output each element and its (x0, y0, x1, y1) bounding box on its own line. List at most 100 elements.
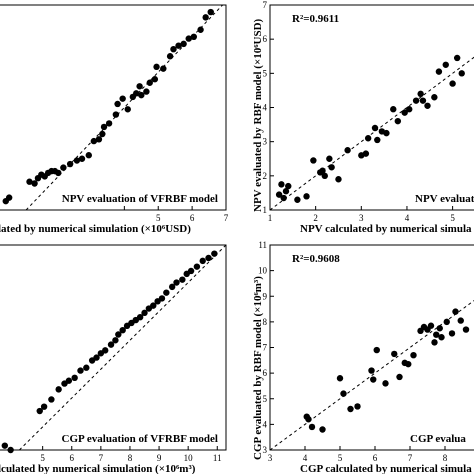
data-point (319, 167, 326, 174)
data-point (364, 135, 372, 142)
data-point (436, 325, 443, 332)
x-tick-label: 3 (268, 453, 273, 463)
data-point (336, 375, 344, 382)
data-point (146, 79, 153, 86)
data-point (5, 194, 13, 201)
data-point (205, 254, 212, 262)
data-point (344, 147, 351, 154)
data-point (100, 123, 108, 131)
scatter-points (2, 8, 214, 205)
data-point (151, 76, 159, 83)
data-point (396, 373, 403, 381)
data-point (55, 386, 62, 393)
y-axis-ticks: 1 2 3 4 5 6 7 (263, 0, 274, 215)
x-axis-ticks: 5 6 7 8 9 10 11 (40, 446, 222, 463)
x-tick-label: 5 (450, 213, 455, 223)
data-point (160, 65, 167, 72)
panel-cgp-vfrbf: 5 6 7 8 9 10 11 CGP evaluation of VFRBF model … (0, 244, 227, 474)
y-tick-label: 7 (263, 0, 268, 10)
data-point (370, 376, 377, 383)
data-point (452, 308, 459, 315)
data-point (60, 164, 67, 171)
data-point (278, 181, 285, 188)
data-point (107, 341, 115, 348)
data-point (99, 130, 106, 138)
data-point (275, 191, 283, 198)
data-point (431, 339, 438, 346)
y-tick-label: 1 (263, 205, 268, 215)
x-tick-label: 6 (70, 453, 75, 463)
panel-npv-vfrbf: 5 6 7 NPV evaluation of VFRBF model lated … (0, 4, 229, 235)
data-point (143, 88, 150, 95)
y-tick-label: 5 (263, 394, 268, 404)
data-point (199, 257, 206, 265)
data-point (93, 354, 100, 361)
scatter-points (303, 308, 470, 433)
data-point (391, 350, 398, 358)
data-point (371, 124, 379, 132)
data-point (119, 326, 126, 334)
x-tick-label: 5 (338, 453, 343, 463)
data-point (462, 326, 470, 333)
data-point (319, 426, 326, 433)
data-point (197, 26, 204, 33)
data-point (55, 169, 62, 177)
y-tick-label: 8 (263, 317, 268, 327)
x-tick-label: 2 (313, 213, 318, 223)
data-point (328, 164, 335, 171)
data-point (114, 100, 121, 108)
data-point (448, 330, 456, 337)
data-point (442, 61, 449, 68)
data-point (73, 157, 81, 164)
x-tick-label: 8 (443, 453, 448, 463)
data-point (303, 193, 310, 200)
data-point (406, 106, 413, 113)
data-point (340, 390, 347, 397)
data-point (207, 8, 214, 16)
y-axis-ticks: 3 4 5 6 7 8 9 10 11 (258, 240, 274, 455)
data-point (405, 360, 412, 368)
y-tick-label: 2 (263, 171, 268, 181)
data-point (424, 102, 431, 109)
y-axis-label: CGP evaluated by RBF model (×10⁶m³) (252, 276, 264, 460)
x-axis-ticks: 5 6 7 (123, 206, 229, 223)
data-point (417, 90, 424, 98)
data-point (443, 318, 450, 326)
data-point (374, 136, 381, 144)
x-axis-label: lculated by numerical simulation (×10⁶m³… (0, 463, 196, 474)
data-point (433, 331, 440, 338)
y-tick-label: 3 (263, 445, 268, 455)
data-point (31, 180, 38, 187)
data-point (410, 351, 417, 359)
data-point (202, 14, 209, 21)
panel-title: CGP evaluation of VFRBF model (62, 433, 218, 445)
data-point (150, 302, 157, 309)
x-tick-label: 4 (303, 453, 308, 463)
data-point (354, 403, 361, 410)
panel-npv-rbf: 1 2 3 4 5 1 2 3 4 5 6 7 R²=0.9611 NPV evaluation o… (252, 0, 474, 235)
data-point (373, 346, 380, 354)
data-point (95, 136, 103, 143)
data-point (457, 317, 464, 324)
data-point (308, 423, 316, 431)
y-tick-label: 4 (263, 419, 268, 429)
data-point (78, 155, 86, 162)
x-axis-label: lated by numerical simulation (×10⁶USD) (0, 223, 191, 235)
x-tick-label: 7 (224, 213, 229, 223)
panel-title: NPV evaluation of (415, 193, 474, 205)
data-point (390, 106, 397, 113)
data-point (419, 97, 427, 104)
data-point (71, 374, 78, 382)
reference-line (269, 56, 474, 211)
data-point (36, 407, 43, 415)
data-point (105, 120, 113, 127)
data-point (383, 129, 390, 137)
x-axis-label: CGP calculated by numerical simula (300, 463, 472, 474)
data-point (431, 94, 438, 101)
data-point (180, 40, 187, 48)
r-squared-annotation: R²=0.9608 (292, 253, 340, 265)
data-point (65, 377, 73, 384)
y-tick-label: 3 (263, 137, 268, 147)
